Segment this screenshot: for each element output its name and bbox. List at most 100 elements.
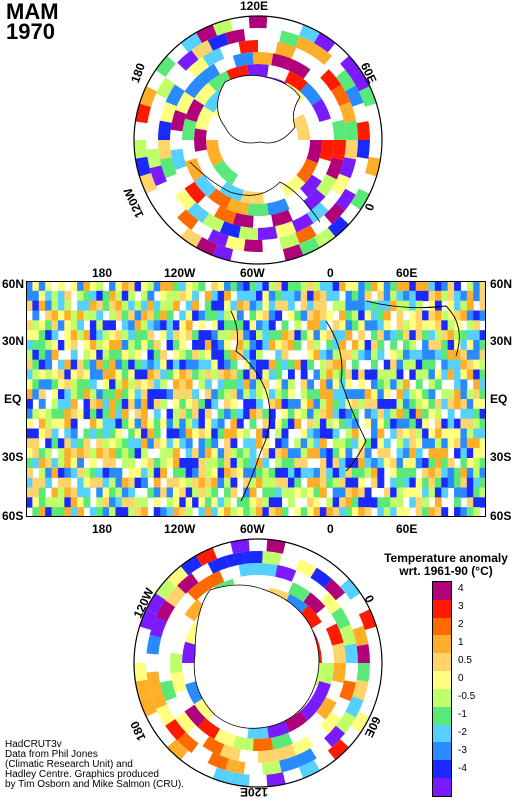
global-anomaly-cell (45, 359, 53, 370)
global-anomaly-cell (83, 408, 91, 420)
global-anomaly-cell (45, 290, 53, 302)
polar-anomaly-cell (139, 173, 158, 194)
global-anomaly-cell (249, 487, 257, 498)
global-anomaly-cell (351, 487, 359, 498)
global-anomaly-cell (396, 300, 404, 311)
polar-anomaly-cell (275, 744, 297, 762)
global-anomaly-cell (383, 487, 391, 498)
global-anomaly-cell (262, 458, 270, 469)
polar-anomaly-cell (303, 188, 326, 211)
global-anomaly-cell (422, 399, 429, 410)
polar-anomaly-cell (146, 148, 162, 169)
global-anomaly-cell (313, 408, 321, 420)
global-anomaly-cell (166, 320, 174, 331)
legend-label: 1 (458, 637, 464, 648)
global-anomaly-cell (281, 389, 289, 400)
global-anomaly-cell (281, 418, 289, 429)
global-anomaly-cell (371, 320, 378, 331)
global-anomaly-cell (204, 300, 212, 311)
global-anomaly-cell (300, 408, 308, 420)
global-anomaly-cell (192, 487, 199, 498)
lon-bottom-60e: 60E (396, 522, 418, 536)
global-anomaly-cell (51, 320, 59, 331)
global-anomaly-cell (466, 369, 474, 380)
global-anomaly-cell (256, 458, 263, 469)
polar-anomaly-cell (248, 15, 268, 29)
global-anomaly-cell (332, 281, 340, 292)
global-anomaly-cell (217, 477, 225, 488)
global-anomaly-cell (447, 369, 455, 380)
global-anomaly-cell (134, 300, 142, 311)
global-anomaly-cell (83, 487, 91, 498)
global-anomaly-cell (383, 290, 391, 302)
global-anomaly-cell (166, 497, 174, 508)
legend-label: -1 (458, 709, 467, 720)
global-anomaly-cell (153, 389, 161, 400)
global-anomaly-cell (141, 497, 148, 508)
global-anomaly-cell (109, 487, 116, 498)
global-anomaly-cell (300, 438, 308, 449)
global-anomaly-cell (153, 438, 161, 449)
polar-anomaly-cell (288, 59, 311, 79)
global-anomaly-cell (134, 310, 142, 321)
global-anomaly-cell (64, 418, 72, 429)
polar-anomaly-cell (291, 47, 314, 67)
global-anomaly-cell (121, 300, 129, 311)
global-anomaly-cell (109, 497, 116, 508)
global-anomaly-cell (434, 418, 442, 429)
global-anomaly-cell (204, 418, 212, 429)
global-anomaly-cell (160, 359, 168, 370)
polar-anomaly-cell (170, 632, 187, 655)
global-anomaly-cell (102, 418, 110, 429)
global-anomaly-cell (447, 320, 455, 331)
global-anomaly-cell (160, 281, 168, 292)
global-anomaly-cell (115, 281, 123, 292)
global-anomaly-cell (339, 477, 346, 488)
global-anomaly-cell (262, 300, 270, 311)
global-anomaly-cell (441, 369, 449, 380)
global-anomaly-cell (447, 389, 455, 400)
global-anomaly-cell (339, 369, 346, 380)
polar-anomaly-cell (325, 623, 344, 646)
global-anomaly-cell (415, 369, 423, 380)
global-anomaly-cell (83, 448, 91, 459)
global-anomaly-cell (77, 300, 84, 311)
global-anomaly-cell (243, 320, 251, 331)
global-anomaly-cell (128, 428, 136, 439)
global-anomaly-cell (236, 408, 244, 420)
global-anomaly-cell (243, 507, 251, 517)
global-anomaly-cell (428, 340, 436, 351)
polar-anomaly-cell (135, 156, 151, 177)
polar-anomaly-cell (316, 606, 337, 629)
global-anomaly-cell (153, 497, 161, 508)
global-anomaly-cell (371, 349, 378, 361)
polar-anomaly-cell (197, 718, 220, 740)
global-anomaly-cell (262, 418, 270, 429)
global-anomaly-cell (428, 369, 436, 380)
global-anomaly-cell (243, 300, 251, 311)
lat-right-60n: 60N (490, 277, 512, 291)
polar-anomaly-cell (335, 69, 356, 92)
global-anomaly-cell (377, 418, 385, 429)
global-anomaly-cell (447, 349, 455, 361)
global-anomaly-cell (447, 408, 455, 420)
global-anomaly-cell (172, 458, 180, 469)
global-anomaly-cell (185, 507, 193, 517)
global-anomaly-cell (275, 428, 283, 439)
global-anomaly-cell (230, 448, 238, 459)
polar-anomaly-cell (299, 605, 322, 629)
global-anomaly-cell (339, 458, 346, 469)
global-anomaly-cell (172, 349, 180, 361)
global-anomaly-cell (332, 399, 340, 410)
global-anomaly-cell (294, 477, 302, 488)
global-anomaly-cell (51, 497, 59, 508)
global-anomaly-cell (434, 320, 442, 331)
global-anomaly-cell (211, 507, 219, 517)
global-anomaly-cell (83, 379, 91, 390)
global-anomaly-cell (294, 330, 302, 341)
global-anomaly-cell (364, 399, 372, 410)
global-anomaly-cell (281, 477, 289, 488)
global-anomaly-cell (236, 330, 244, 341)
global-anomaly-cell (383, 389, 391, 400)
global-anomaly-cell (332, 477, 340, 488)
